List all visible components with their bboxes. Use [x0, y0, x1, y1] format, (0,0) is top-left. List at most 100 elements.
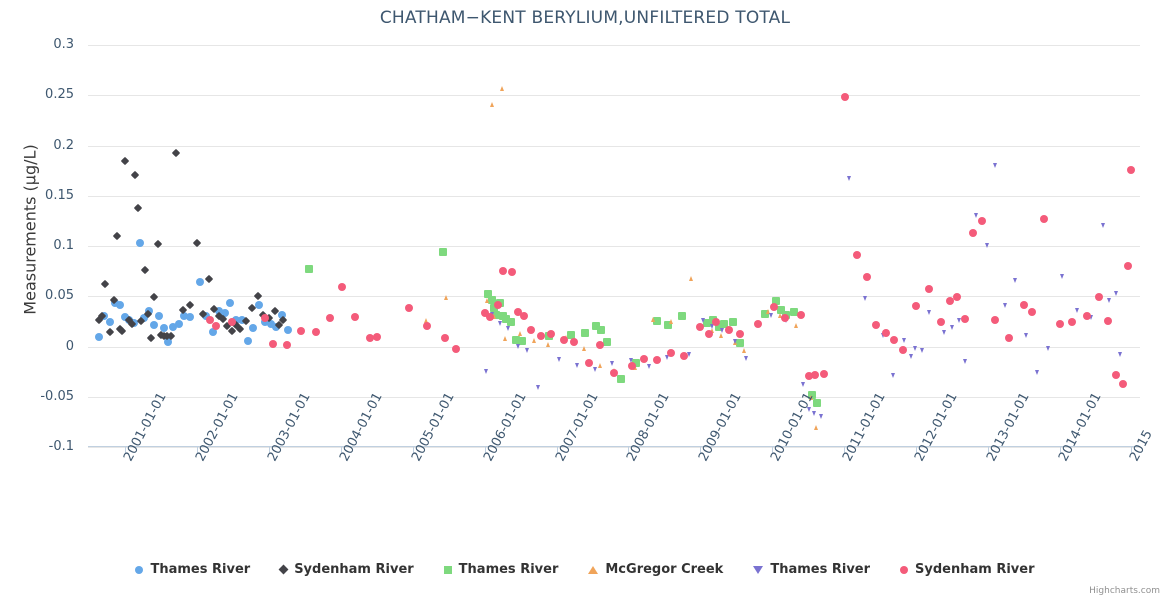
data-point[interactable] — [1114, 290, 1119, 296]
data-point[interactable] — [570, 338, 579, 347]
data-point[interactable] — [862, 295, 867, 301]
legend-item-2[interactable]: Thames River — [443, 562, 558, 577]
data-point[interactable] — [500, 85, 505, 91]
data-point[interactable] — [688, 275, 693, 281]
data-point[interactable] — [253, 292, 262, 301]
data-point[interactable] — [653, 355, 662, 364]
data-point[interactable] — [1002, 302, 1007, 308]
data-point[interactable] — [760, 310, 769, 319]
data-point[interactable] — [881, 329, 890, 338]
data-point[interactable] — [807, 390, 816, 399]
data-point[interactable] — [135, 238, 144, 247]
data-point[interactable] — [819, 369, 828, 378]
data-point[interactable] — [487, 296, 496, 305]
data-point[interactable] — [941, 329, 946, 335]
data-point[interactable] — [862, 273, 871, 282]
data-point[interactable] — [629, 357, 633, 363]
data-point[interactable] — [696, 323, 705, 332]
data-point[interactable] — [753, 320, 762, 329]
data-point[interactable] — [806, 407, 811, 413]
data-point[interactable] — [769, 303, 778, 312]
data-point[interactable] — [517, 330, 522, 336]
data-point[interactable] — [724, 326, 733, 335]
data-point[interactable] — [278, 311, 287, 320]
data-point[interactable] — [520, 312, 529, 321]
data-point[interactable] — [140, 265, 150, 275]
data-point[interactable] — [1101, 223, 1106, 229]
data-point[interactable] — [812, 411, 817, 417]
data-point[interactable] — [953, 293, 962, 302]
data-point[interactable] — [236, 325, 245, 334]
legend-item-5[interactable]: Sydenham River — [900, 562, 1035, 577]
data-point[interactable] — [220, 309, 229, 318]
data-point[interactable] — [1035, 370, 1039, 375]
data-point[interactable] — [1055, 320, 1064, 329]
data-point[interactable] — [617, 374, 626, 383]
data-point[interactable] — [546, 341, 551, 347]
data-point[interactable] — [712, 318, 721, 327]
data-point[interactable] — [777, 312, 782, 318]
data-point[interactable] — [801, 382, 806, 388]
data-point[interactable] — [546, 330, 555, 339]
data-point[interactable] — [640, 354, 649, 363]
data-point[interactable] — [1118, 379, 1127, 388]
data-point[interactable] — [891, 373, 896, 379]
data-point[interactable] — [557, 356, 562, 362]
data-point[interactable] — [105, 328, 114, 337]
data-point[interactable] — [227, 318, 236, 327]
data-point[interactable] — [150, 321, 159, 330]
data-point[interactable] — [168, 323, 177, 332]
data-point[interactable] — [260, 318, 269, 327]
data-point[interactable] — [214, 307, 223, 316]
data-point[interactable] — [678, 312, 687, 321]
data-point[interactable] — [765, 308, 770, 314]
data-point[interactable] — [924, 285, 933, 294]
data-point[interactable] — [771, 297, 780, 306]
data-point[interactable] — [819, 414, 824, 420]
data-point[interactable] — [423, 322, 432, 331]
data-point[interactable] — [134, 203, 143, 213]
data-point[interactable] — [592, 322, 601, 331]
data-point[interactable] — [946, 297, 955, 306]
data-point[interactable] — [710, 323, 715, 329]
data-point[interactable] — [741, 347, 746, 353]
data-point[interactable] — [1045, 345, 1050, 351]
data-point[interactable] — [1117, 351, 1122, 357]
data-point[interactable] — [714, 323, 723, 332]
data-point[interactable] — [304, 265, 313, 274]
data-point[interactable] — [950, 324, 955, 330]
data-point[interactable] — [261, 314, 270, 323]
data-point[interactable] — [283, 341, 292, 350]
data-point[interactable] — [704, 330, 713, 339]
data-point[interactable] — [593, 366, 598, 372]
data-point[interactable] — [653, 317, 662, 326]
data-point[interactable] — [255, 301, 264, 310]
data-point[interactable] — [794, 322, 799, 328]
data-point[interactable] — [1005, 334, 1014, 343]
data-point[interactable] — [516, 343, 521, 349]
data-point[interactable] — [898, 345, 907, 354]
data-point[interactable] — [149, 293, 159, 302]
data-point[interactable] — [511, 336, 520, 345]
data-point[interactable] — [206, 316, 215, 325]
data-point[interactable] — [1039, 214, 1048, 223]
data-point[interactable] — [266, 320, 275, 329]
data-point[interactable] — [1104, 317, 1113, 326]
data-point[interactable] — [733, 338, 738, 344]
data-point[interactable] — [969, 228, 978, 237]
data-point[interactable] — [719, 320, 728, 329]
data-point[interactable] — [111, 299, 120, 308]
data-point[interactable] — [936, 318, 945, 327]
data-point[interactable] — [527, 326, 536, 335]
data-point[interactable] — [532, 337, 536, 343]
data-point[interactable] — [597, 326, 606, 335]
data-point[interactable] — [483, 369, 488, 374]
data-point[interactable] — [1111, 370, 1120, 379]
data-point[interactable] — [513, 308, 522, 317]
data-point[interactable] — [1074, 307, 1079, 313]
data-point[interactable] — [480, 309, 489, 318]
data-point[interactable] — [489, 304, 498, 313]
data-point[interactable] — [663, 321, 672, 330]
data-point[interactable] — [1068, 318, 1077, 327]
data-point[interactable] — [506, 325, 511, 331]
